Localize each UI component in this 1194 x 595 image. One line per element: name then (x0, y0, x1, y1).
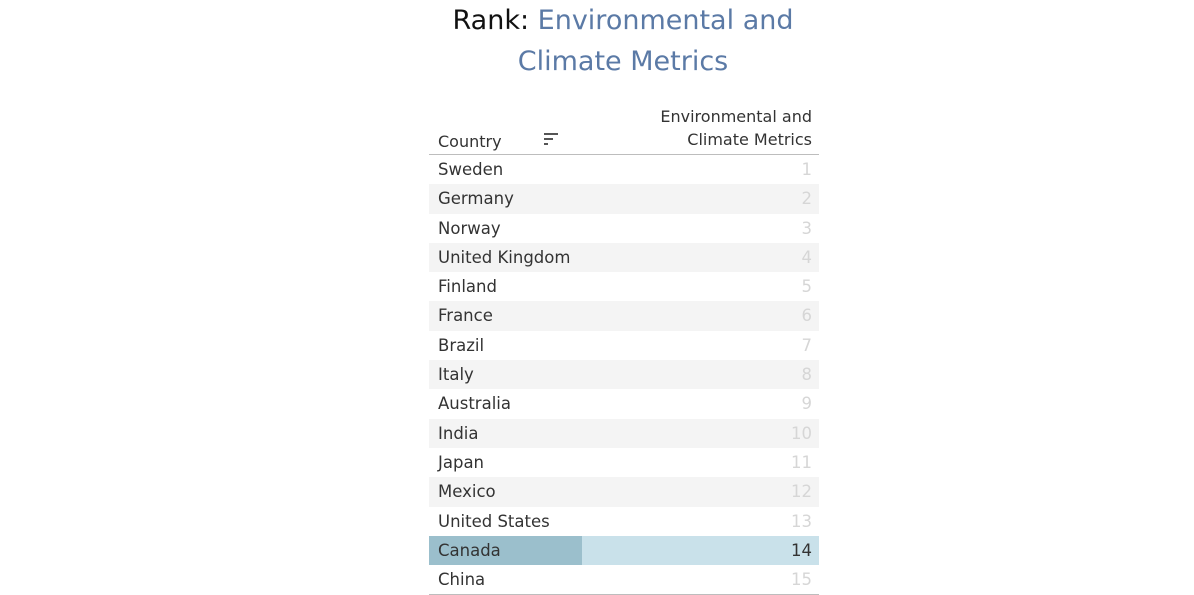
rank-cell: 10 (791, 423, 812, 443)
country-cell: Canada (429, 535, 582, 566)
sort-descending-icon[interactable] (543, 132, 561, 146)
table-row[interactable]: India 10 (429, 418, 819, 448)
country-cell: Finland (438, 277, 497, 297)
chart-title: Rank: Environmental and Climate Metrics (0, 0, 1194, 82)
rank-cell: 5 (801, 277, 813, 297)
country-cell: Australia (438, 394, 511, 414)
rank-cell: 12 (791, 482, 812, 502)
country-cell: Norway (438, 218, 501, 238)
rank-cell: 2 (801, 189, 813, 209)
title-metric-line1: Environmental and (537, 5, 794, 36)
country-cell: Japan (438, 452, 485, 472)
table-row[interactable]: Canada 14 (429, 535, 819, 566)
rank-cell: 8 (801, 365, 813, 385)
country-cell: France (438, 306, 493, 326)
rank-cell: 11 (791, 452, 812, 472)
rank-cell: 1 (801, 160, 813, 179)
rank-cell: 3 (801, 218, 813, 238)
country-cell: United States (438, 511, 550, 531)
table-row[interactable]: Brazil 7 (429, 331, 819, 360)
table-row[interactable]: United Kingdom 4 (429, 242, 819, 273)
country-cell: Sweden (438, 160, 504, 179)
table-row[interactable]: United States 13 (429, 507, 819, 536)
column-header-metric-line1: Environmental and (660, 107, 812, 126)
table-row[interactable]: Finland 5 (429, 272, 819, 301)
rank-cell: 9 (801, 394, 813, 414)
title-prefix: Rank: (452, 5, 530, 36)
table-row[interactable]: Mexico 12 (429, 477, 819, 507)
country-cell: United Kingdom (438, 247, 571, 267)
rank-table: Country Environmental and Climate Metric… (429, 104, 819, 595)
table-row[interactable]: Australia 9 (429, 389, 819, 418)
country-cell: Italy (438, 365, 474, 385)
table-header: Country Environmental and Climate Metric… (429, 104, 819, 155)
table-row[interactable]: Sweden 1 (429, 155, 819, 184)
table-row[interactable]: China 15 (429, 565, 819, 594)
rank-cell: 14 (791, 540, 812, 560)
table-row[interactable]: France 6 (429, 301, 819, 331)
country-cell: Mexico (438, 482, 496, 502)
column-header-metric-line2: Climate Metrics (687, 130, 812, 149)
rank-cell: 7 (801, 335, 813, 355)
country-cell: Brazil (438, 335, 485, 355)
country-cell: Germany (438, 189, 514, 209)
rank-cell: 6 (801, 306, 813, 326)
table-body: Sweden 1 Germany 2 Norway 3 United Kingdom 4 Fin… (429, 155, 819, 594)
column-header-country[interactable]: Country (438, 132, 502, 151)
country-cell: China (438, 570, 486, 590)
column-header-metric[interactable]: Environmental and Climate Metrics (660, 105, 812, 151)
table-row[interactable]: Norway 3 (429, 214, 819, 243)
table-row[interactable]: Germany 2 (429, 184, 819, 214)
table-row[interactable]: Italy 8 (429, 360, 819, 390)
rank-cell: 15 (791, 570, 812, 590)
table-row[interactable]: Japan 11 (429, 448, 819, 477)
title-metric-line2: Climate Metrics (517, 46, 729, 77)
rank-cell: 13 (791, 511, 812, 531)
rank-cell: 4 (801, 247, 813, 267)
country-cell: India (438, 423, 479, 443)
